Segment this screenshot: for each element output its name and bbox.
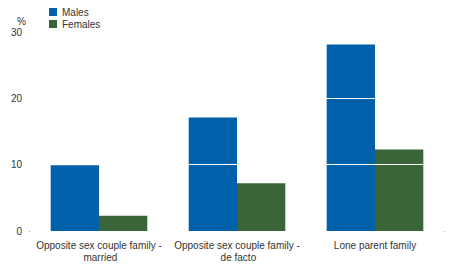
- svg-text:Males: Males: [62, 7, 89, 18]
- svg-text:30: 30: [11, 27, 23, 38]
- svg-text:10: 10: [11, 159, 23, 170]
- svg-text:0: 0: [16, 226, 22, 237]
- svg-text:Opposite sex couple family -: Opposite sex couple family -: [36, 240, 162, 251]
- svg-text:%: %: [17, 16, 26, 27]
- svg-text:de facto: de facto: [218, 252, 257, 263]
- svg-text:Opposite sex couple family -: Opposite sex couple family -: [174, 240, 300, 251]
- svg-text:Lone parent family: Lone parent family: [334, 240, 416, 251]
- svg-text:married: married: [81, 252, 118, 263]
- svg-text:20: 20: [11, 93, 23, 104]
- svg-text:Females: Females: [62, 19, 100, 30]
